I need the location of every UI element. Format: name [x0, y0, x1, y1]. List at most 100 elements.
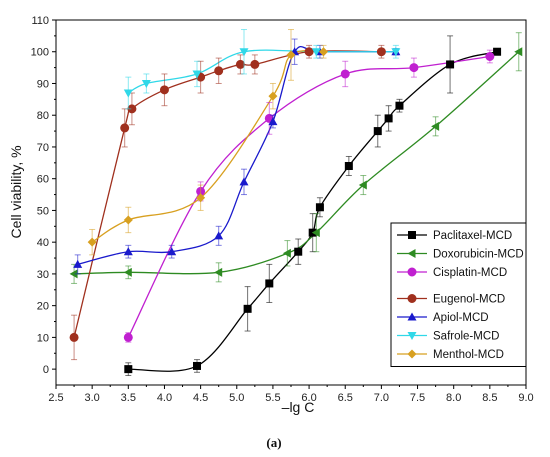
data-point	[384, 114, 393, 123]
data-point	[493, 47, 502, 56]
y-tick-label: 60	[37, 174, 49, 186]
y-tick-label: 10	[37, 332, 49, 344]
data-point	[69, 332, 79, 342]
legend-entry: Paclitaxel-MCD	[433, 230, 512, 242]
x-tick-label: 6.5	[338, 392, 353, 404]
legend-entry: Safrole-MCD	[433, 331, 499, 343]
x-tick-label: 3.0	[85, 392, 100, 404]
x-tick-label: 5.5	[265, 392, 280, 404]
y-tick-label: 70	[37, 142, 49, 154]
axes: 2.5 3.0 3.5 4.0 4.5 5.0 5.5 6.0 6.5 7.0 7.5 8.0 8.5 9…	[31, 15, 534, 404]
data-point	[167, 247, 177, 256]
data-point	[286, 50, 296, 60]
data-point	[485, 52, 495, 61]
data-point	[311, 48, 321, 57]
data-point	[239, 177, 249, 186]
legend-marker	[407, 349, 417, 359]
data-point	[358, 180, 367, 190]
data-point	[268, 91, 278, 101]
data-point	[235, 59, 245, 69]
data-point	[514, 47, 523, 57]
data-point	[282, 248, 291, 258]
data-point	[193, 361, 201, 370]
y-tick-label: 50	[37, 205, 49, 217]
x-tick-label: 2.5	[48, 392, 63, 404]
data-point	[214, 66, 224, 76]
y-tick-label: 80	[37, 110, 49, 122]
legend-marker	[407, 332, 417, 340]
x-tick-label: 9.0	[518, 392, 533, 404]
y-tick-label: 20	[37, 301, 49, 313]
x-tick-label: 6.0	[301, 392, 316, 404]
data-point	[123, 267, 132, 277]
legend-entry: Menthol-MCD	[433, 349, 504, 361]
x-axis-title: –lg C	[282, 399, 315, 415]
legend-marker	[407, 312, 417, 321]
data-point	[123, 215, 133, 225]
x-tick-label: 8.5	[482, 392, 497, 404]
data-point	[192, 70, 202, 79]
x-tick-label: 4.0	[157, 392, 172, 404]
data-point	[123, 247, 133, 256]
data-point	[311, 228, 320, 238]
data-point	[73, 259, 83, 268]
data-point	[120, 123, 130, 133]
x-tick-label: 8.0	[446, 392, 461, 404]
legend-marker	[407, 249, 416, 258]
legend-entry: Cisplatin-MCD	[433, 267, 507, 279]
x-tick-label: 7.5	[410, 392, 425, 404]
data-point	[69, 269, 78, 279]
y-tick-label: 40	[37, 237, 49, 249]
series-markers	[69, 29, 523, 376]
legend-entry: Doxorubicin-MCD	[433, 249, 524, 261]
data-point	[123, 89, 133, 98]
legend-entry: Eugenol-MCD	[433, 294, 505, 306]
x-tick-label: 7.0	[374, 392, 389, 404]
data-point	[446, 60, 455, 69]
data-point	[344, 162, 353, 170]
y-tick-label: 90	[37, 78, 49, 90]
data-point	[340, 69, 350, 79]
x-tick-label: 3.5	[121, 392, 136, 404]
data-point	[214, 267, 223, 277]
legend-marker	[408, 231, 416, 239]
data-point	[265, 279, 274, 288]
series-points-eugenol-mcd	[69, 44, 386, 361]
data-point	[141, 79, 151, 88]
data-point	[373, 127, 382, 136]
data-point	[243, 304, 252, 313]
y-tick-label: 110	[31, 15, 49, 27]
series-points-menthol-mcd	[87, 29, 329, 256]
data-point	[376, 47, 386, 57]
y-axis-title: Cell viability, %	[8, 145, 24, 238]
data-point	[87, 237, 97, 247]
data-point	[159, 85, 169, 95]
data-point	[239, 48, 249, 57]
series-line-apiol-mcd	[77, 45, 396, 266]
legend: Paclitaxel-MCD Doxorubicin-MCD Cisplatin-M…	[390, 222, 527, 367]
series-points-doxorubicin-mcd	[69, 32, 523, 284]
data-point	[196, 193, 206, 203]
series-line-eugenol-mcd	[73, 50, 382, 338]
data-point	[315, 203, 324, 212]
series-points-safrole-mcd	[123, 29, 401, 110]
data-point	[123, 332, 133, 342]
y-tick-label: 100	[31, 47, 49, 59]
legend-marker	[407, 267, 417, 277]
legend-marker	[407, 294, 417, 303]
data-point	[391, 48, 401, 57]
data-point	[395, 101, 404, 110]
data-point	[250, 59, 260, 69]
data-point	[214, 231, 224, 240]
x-tick-label: 4.5	[193, 392, 208, 404]
data-point	[294, 247, 303, 256]
series-line-menthol-mcd	[91, 50, 324, 243]
y-tick-label: 0	[43, 364, 49, 376]
y-tick-label: 30	[37, 269, 49, 281]
figure-caption: (a)	[266, 435, 281, 450]
data-point	[319, 47, 329, 57]
data-point	[124, 365, 133, 374]
x-tick-label: 5.0	[229, 392, 244, 404]
legend-entry: Apiol-MCD	[433, 312, 489, 324]
